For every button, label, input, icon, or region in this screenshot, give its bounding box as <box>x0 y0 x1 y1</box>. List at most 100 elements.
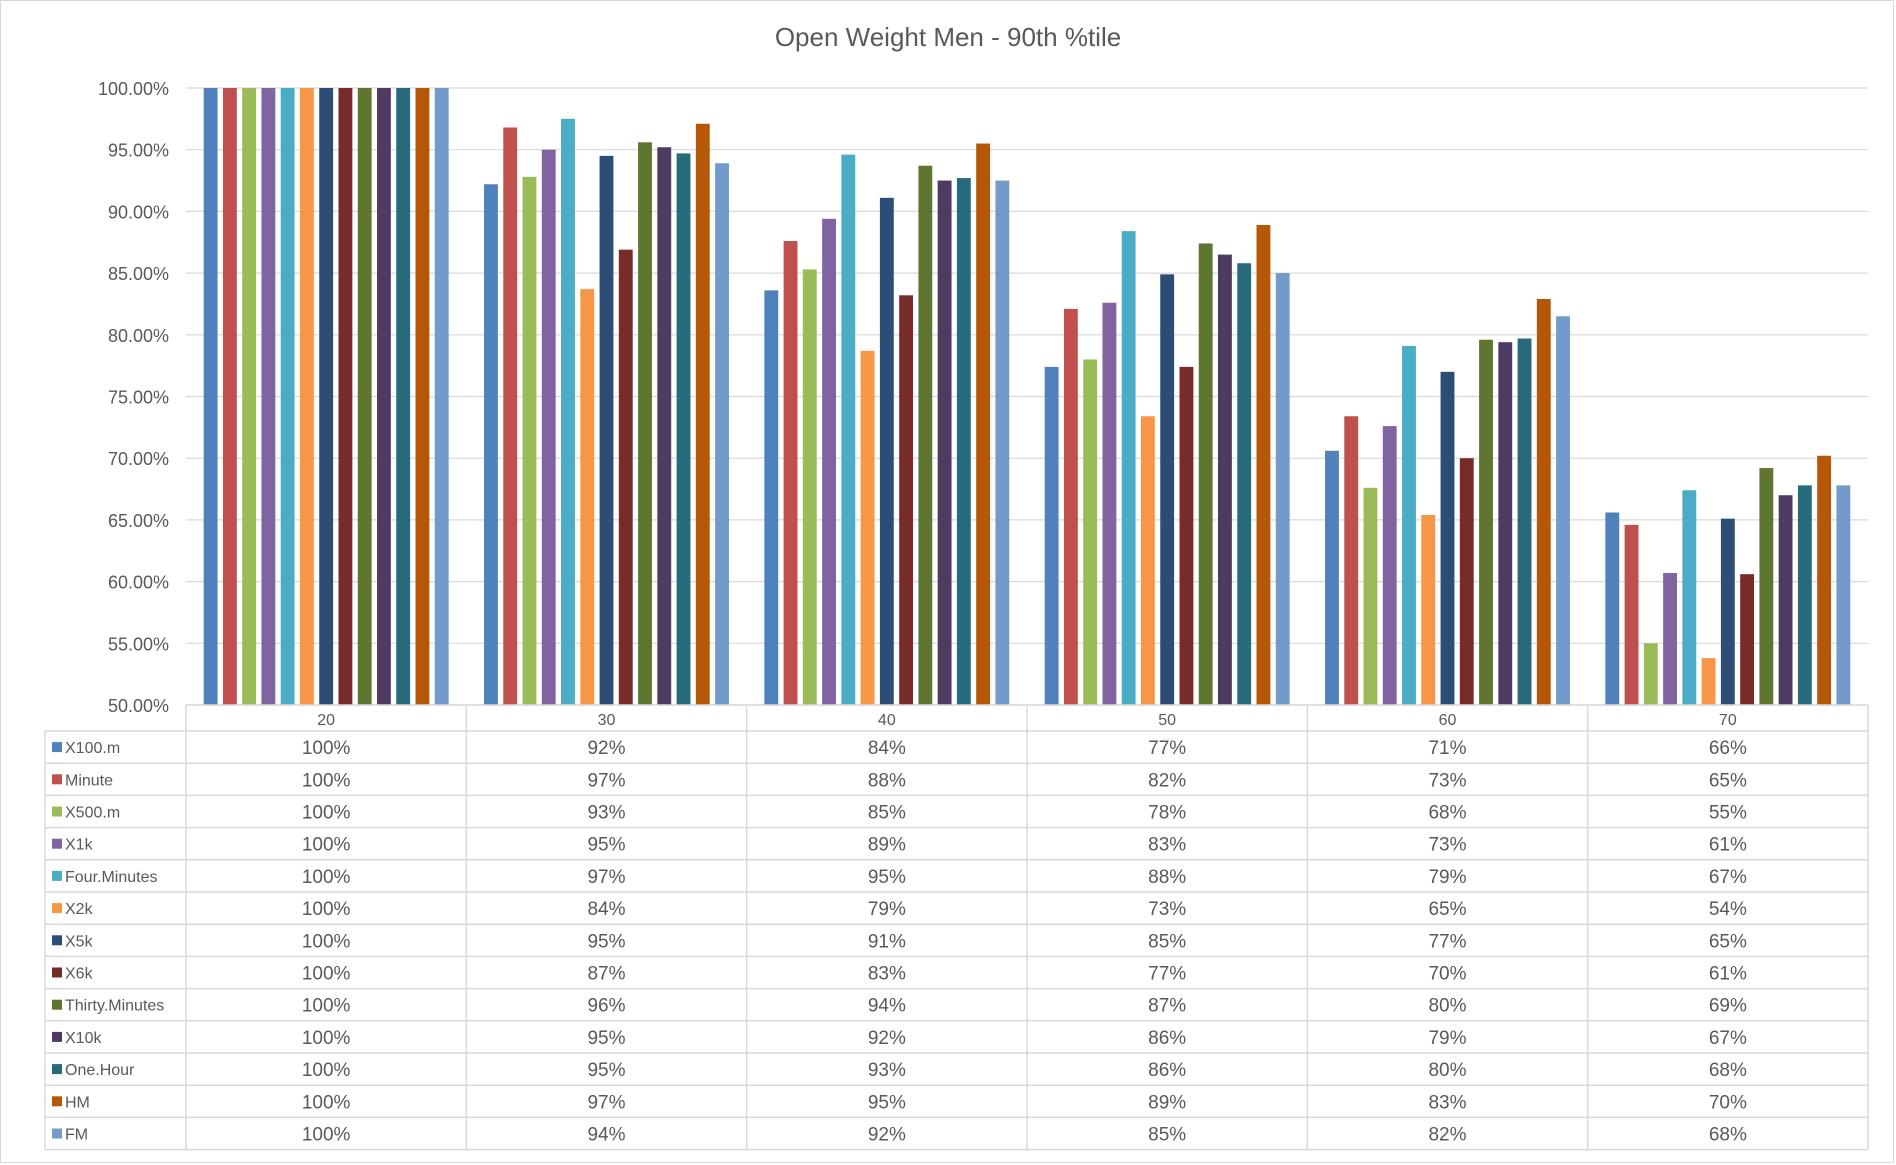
bar-one-hour-50 <box>1237 263 1252 705</box>
bar-x5k-40 <box>879 197 894 706</box>
legend-label-x500-m: X500.m <box>65 805 120 822</box>
y-tick-label: 80.00% <box>108 326 169 346</box>
y-tick-label: 90.00% <box>108 202 169 222</box>
bar-hm-70 <box>1817 455 1832 705</box>
bar-x1k-70 <box>1663 572 1677 705</box>
table-cell: 65% <box>1428 899 1466 920</box>
bar-x6k-30 <box>618 249 633 706</box>
legend-label-x1k: X1k <box>65 837 94 854</box>
legend-key-x2k <box>52 903 62 914</box>
table-cell: 86% <box>1148 1060 1186 1081</box>
x-tick-label: 60 <box>1439 712 1457 729</box>
bar-x6k-50 <box>1179 366 1194 705</box>
bar-x100-m-40 <box>764 290 779 705</box>
table-cell: 85% <box>1148 931 1186 952</box>
legend-key-thirty-minutes <box>52 999 62 1010</box>
bar-fm-60 <box>1556 316 1570 705</box>
legend-key-one-hour <box>52 1064 62 1075</box>
table-cell: 94% <box>868 996 906 1017</box>
table-cell: 100% <box>302 770 351 791</box>
y-tick-label: 50.00% <box>108 696 169 716</box>
bar-x5k-20 <box>319 88 334 705</box>
table-cell: 83% <box>1148 835 1186 856</box>
table-cell: 54% <box>1709 899 1747 920</box>
legend-key-x100-m <box>52 742 62 753</box>
table-cell: 84% <box>587 899 625 920</box>
table-cell: 95% <box>587 1060 625 1081</box>
bar-x10k-30 <box>657 147 672 705</box>
bar-x500-m-20 <box>242 88 257 705</box>
y-tick-label: 55.00% <box>108 634 169 654</box>
bar-x100-m-50 <box>1044 366 1059 705</box>
bar-x10k-60 <box>1498 342 1513 705</box>
bar-x6k-70 <box>1740 574 1755 705</box>
table-cell: 97% <box>587 1092 625 1113</box>
legend-key-x10k <box>52 1031 62 1042</box>
bar-x1k-20 <box>261 88 276 705</box>
bar-x10k-20 <box>377 88 391 705</box>
table-cell: 100% <box>302 803 351 824</box>
table-cell: 77% <box>1428 931 1466 952</box>
bar-x1k-30 <box>541 149 556 705</box>
bar-minute-70 <box>1624 524 1639 705</box>
table-cell: 66% <box>1709 738 1747 759</box>
bar-x2k-60 <box>1421 514 1436 705</box>
bar-x6k-40 <box>899 295 914 705</box>
table-cell: 82% <box>1148 770 1186 791</box>
table-cell: 100% <box>302 867 351 888</box>
legend-label-four-minutes: Four.Minutes <box>65 869 157 886</box>
table-cell: 80% <box>1428 1060 1466 1081</box>
bar-one-hour-70 <box>1797 485 1812 705</box>
table-cell: 73% <box>1428 835 1466 856</box>
bar-x500-m-40 <box>802 269 817 705</box>
table-cell: 70% <box>1428 964 1466 985</box>
table-cell: 97% <box>587 867 625 888</box>
table-cell: 100% <box>302 899 351 920</box>
table-cell: 83% <box>868 964 906 985</box>
x-tick-label: 70 <box>1719 712 1737 729</box>
table-cell: 92% <box>587 738 625 759</box>
bar-hm-50 <box>1256 224 1271 705</box>
y-tick-label: 100.00% <box>98 79 169 99</box>
legend-label-minute: Minute <box>65 772 113 789</box>
table-cell: 69% <box>1709 996 1747 1017</box>
bar-thirty-minutes-40 <box>918 165 933 705</box>
bar-four-minutes-60 <box>1402 345 1416 705</box>
table-cell: 71% <box>1428 738 1466 759</box>
table-cell: 85% <box>1148 1125 1186 1146</box>
table-cell: 79% <box>1428 867 1466 888</box>
bar-x500-m-50 <box>1083 359 1098 705</box>
bar-thirty-minutes-70 <box>1759 468 1774 705</box>
legend-label-one-hour: One.Hour <box>65 1062 135 1079</box>
table-cell: 65% <box>1709 770 1747 791</box>
table-cell: 67% <box>1709 1028 1747 1049</box>
table-cell: 86% <box>1148 1028 1186 1049</box>
bar-fm-20 <box>434 88 449 705</box>
bar-one-hour-40 <box>956 178 971 705</box>
table-cell: 95% <box>587 931 625 952</box>
y-tick-label: 65.00% <box>108 511 169 531</box>
bar-minute-50 <box>1063 308 1078 705</box>
table-cell: 68% <box>1709 1060 1747 1081</box>
table-cell: 88% <box>1148 867 1186 888</box>
table-cell: 87% <box>587 964 625 985</box>
table-cell: 77% <box>1148 964 1186 985</box>
table-cell: 82% <box>1428 1125 1466 1146</box>
table-cell: 95% <box>868 1092 906 1113</box>
bar-x5k-50 <box>1160 274 1175 705</box>
table-cell: 100% <box>302 738 351 759</box>
bar-x10k-40 <box>937 180 952 706</box>
chart-title: Open Weight Men - 90th %tile <box>774 22 1122 52</box>
bar-x100-m-70 <box>1605 512 1620 705</box>
bar-fm-30 <box>715 163 729 706</box>
bar-x2k-70 <box>1701 658 1716 705</box>
table-cell: 68% <box>1709 1125 1747 1146</box>
legend-label-x5k: X5k <box>65 933 94 950</box>
bar-x10k-70 <box>1778 495 1793 705</box>
bar-four-minutes-20 <box>280 88 295 705</box>
table-cell: 93% <box>868 1060 906 1081</box>
bar-minute-20 <box>222 88 237 705</box>
table-cell: 65% <box>1709 931 1747 952</box>
bar-x100-m-20 <box>203 88 218 705</box>
